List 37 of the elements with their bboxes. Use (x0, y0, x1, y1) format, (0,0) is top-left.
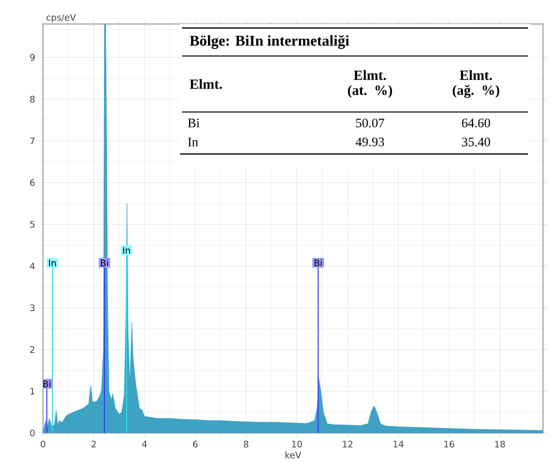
y-tick-label: 4 (30, 262, 35, 270)
annotation: 35.40 (462, 138, 490, 146)
x-axis-title: keV (286, 452, 302, 458)
annotation: Bi (188, 118, 200, 128)
x-tick-label: 12 (342, 440, 352, 448)
x-tick-label: 0 (40, 440, 46, 448)
annotation: In (123, 247, 130, 254)
y-tick-label: 8 (30, 96, 35, 103)
annotation: Elmt. (190, 79, 222, 89)
x-tick-label: 4 (142, 440, 147, 448)
y-tick-label: 0 (30, 430, 35, 436)
annotation: Elmt. (ağ. %) (452, 70, 500, 98)
y-tick-label: 9 (30, 54, 35, 61)
annotation: In (49, 260, 56, 266)
y-tick-label: 5 (30, 220, 34, 228)
annotation: Bi (314, 259, 322, 266)
x-tick-label: 8 (244, 440, 248, 448)
y-tick-label: 2 (30, 346, 34, 353)
y-tick-label: 3 (30, 304, 35, 312)
annotation: Elmt. (at. %) (348, 70, 392, 98)
annotation: 49.93 (356, 138, 384, 146)
x-tick-label: 10 (292, 440, 302, 448)
x-tick-label: 2 (92, 440, 96, 448)
y-tick-label: 7 (30, 138, 34, 144)
annotation: Bi (100, 259, 108, 266)
x-tick-label: 6 (193, 440, 198, 448)
annotation: 64.60 (462, 118, 490, 128)
x-tick-label: 16 (444, 440, 454, 448)
y-tick-label: 6 (30, 179, 35, 186)
annotation: In (188, 138, 198, 146)
y-tick-label: 1 (30, 388, 34, 395)
x-tick-label: 18 (495, 440, 505, 448)
annotation: 50.07 (356, 118, 384, 128)
y-axis-title: cps/eV (46, 14, 76, 22)
x-tick-label: 14 (394, 440, 404, 448)
annotation: Bölge: BiIn intermetaliği (190, 35, 350, 49)
annotation: Bi (43, 380, 50, 388)
